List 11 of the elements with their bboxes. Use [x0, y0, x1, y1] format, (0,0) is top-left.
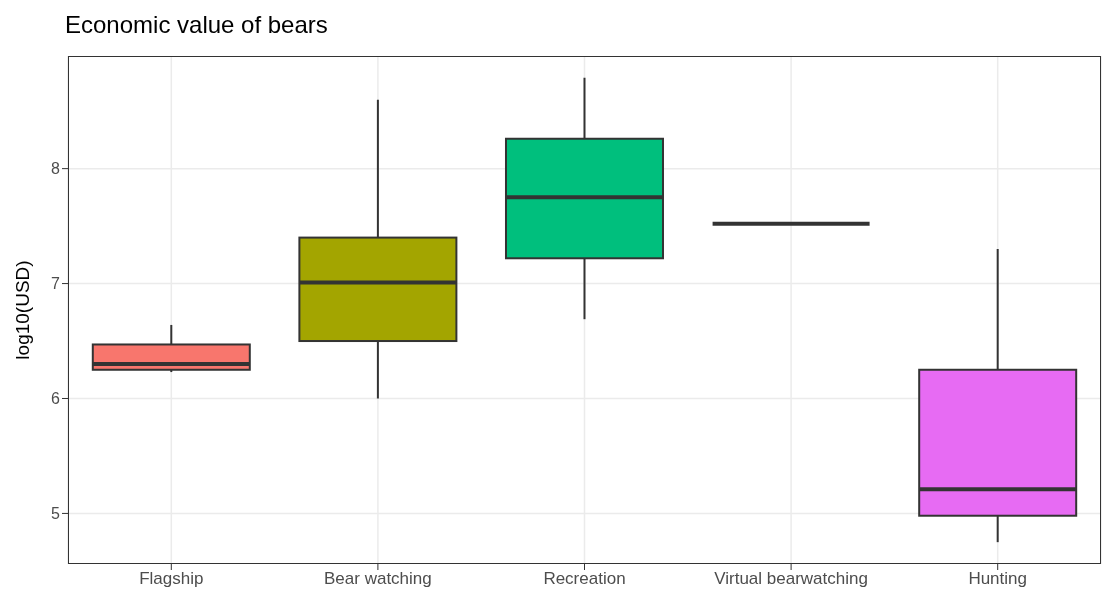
x-tick-label: Bear watching: [324, 569, 432, 589]
x-tick-label: Hunting: [968, 569, 1027, 589]
chart-title: Economic value of bears: [65, 10, 329, 40]
y-tick-label: 8: [51, 160, 61, 178]
y-axis-title: log10(USD): [11, 260, 33, 360]
y-tick-label: 5: [51, 505, 61, 523]
x-tick-label: Recreation: [543, 569, 626, 589]
y-tick-label: 7: [51, 275, 61, 293]
y-tick-label: 6: [51, 390, 61, 408]
x-tick-label: Virtual bearwatching: [714, 569, 868, 589]
x-tick-label: Flagship: [139, 569, 204, 589]
